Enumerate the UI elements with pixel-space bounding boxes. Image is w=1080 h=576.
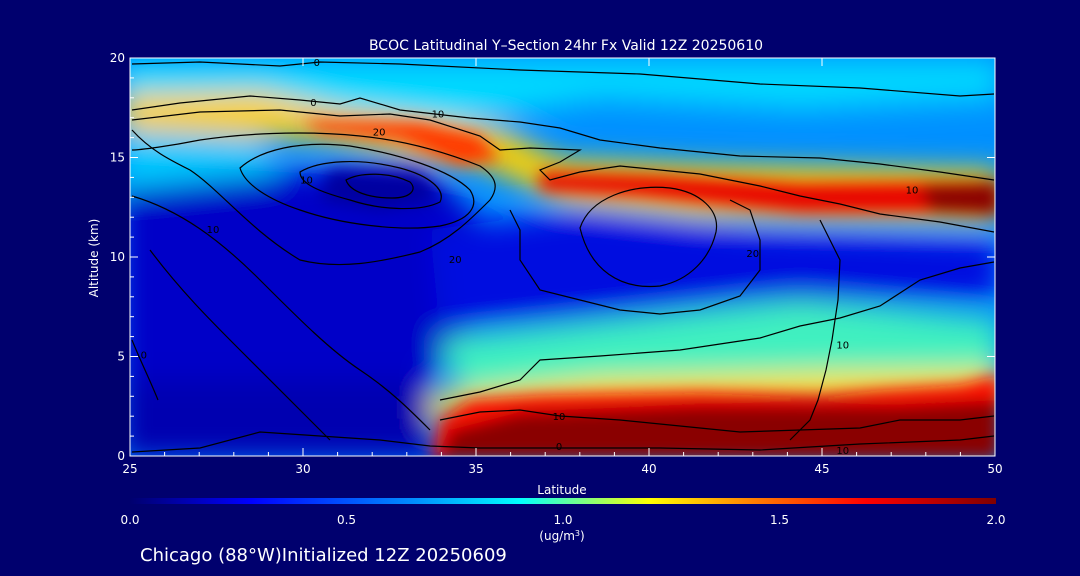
contour-top-0 xyxy=(131,61,995,97)
contour-label: 10 xyxy=(207,225,220,236)
contour-left-diagonal xyxy=(131,195,431,431)
contour-label: 0 xyxy=(314,58,320,69)
y-axis-label: Altitude (km) xyxy=(87,219,101,298)
field-lower-dark-red xyxy=(441,400,995,456)
contour-label: 0 xyxy=(556,442,562,453)
contour-bottom-0 xyxy=(131,431,995,453)
contour-ring-middle xyxy=(239,143,475,229)
y-axis: 0 5 10 15 20 xyxy=(110,51,995,463)
colorbar-tick-label: 1.5 xyxy=(770,513,789,527)
contour-ring-inner xyxy=(299,161,442,210)
x-tick-label: 40 xyxy=(641,462,656,476)
y-tick-label: 15 xyxy=(110,151,125,165)
x-tick-label: 50 xyxy=(987,462,1002,476)
x-tick-label: 35 xyxy=(468,462,483,476)
colorbar-bar xyxy=(130,498,996,504)
field-upper-dark-red xyxy=(920,182,995,215)
colorbar-ticks: 0.0 0.5 1.0 1.5 2.0 xyxy=(120,513,1005,527)
contour-right-ring xyxy=(579,186,718,288)
x-tick-label: 25 xyxy=(122,462,137,476)
y-tick-label: 5 xyxy=(117,350,125,364)
x-tick-label: 30 xyxy=(295,462,310,476)
y-tick-label: 0 xyxy=(117,449,125,463)
field-upper-red-right xyxy=(540,172,995,212)
contour-labels: 0 0 10 20 10 10 20 20 10 10 10 0 10 0 xyxy=(141,58,919,457)
chart-title: BCOC Latitudinal Y–Section 24hr Fx Valid… xyxy=(369,38,763,54)
colorbar-tick-label: 0.0 xyxy=(120,513,139,527)
colorbar-unit-label: (ug/m3) xyxy=(539,529,584,544)
contour-left-diagonal-2 xyxy=(149,249,331,441)
colorbar-tick-label: 1.0 xyxy=(553,513,572,527)
contour-label: 20 xyxy=(746,249,759,260)
contour-label: 20 xyxy=(373,128,386,139)
x-axis: 25 30 35 40 45 50 xyxy=(122,58,1003,476)
contour-label: 10 xyxy=(906,185,919,196)
x-axis-label: Latitude xyxy=(537,483,586,497)
contour-label: 0 xyxy=(141,351,147,362)
contour-upper-0 xyxy=(131,95,995,181)
field-upper-red-left xyxy=(300,120,500,165)
colorbar-unit-close: ) xyxy=(580,529,585,543)
contour-bottom-left-0 xyxy=(131,339,159,401)
contour-label: 10 xyxy=(300,175,313,186)
contour-bottom-10 xyxy=(439,409,995,433)
contour-label: 10 xyxy=(836,446,849,457)
contour-ring-outer xyxy=(131,129,496,266)
footer-location-text: Chicago (88°W)Initialized 12Z 20250609 xyxy=(140,545,507,566)
contour-label: 10 xyxy=(432,110,445,121)
contour-ring-core xyxy=(345,173,414,199)
field-bottom-left-blue xyxy=(130,380,439,456)
colorbar-unit-open: (ug/m xyxy=(539,529,575,543)
x-tick-label: 45 xyxy=(814,462,829,476)
contour-lines xyxy=(131,61,995,453)
colorbar-unit-sup: 3 xyxy=(575,529,580,538)
contour-right-10 xyxy=(789,219,841,441)
contour-label: 0 xyxy=(310,98,316,109)
contour-middle-10 xyxy=(439,261,995,401)
contour-label: 10 xyxy=(836,341,849,352)
y-tick-label: 10 xyxy=(110,250,125,264)
plot-area xyxy=(130,58,995,456)
field-middle-green xyxy=(440,300,995,390)
colorbar-tick-label: 2.0 xyxy=(986,513,1005,527)
field-central-blue xyxy=(430,210,995,330)
contour-label: 20 xyxy=(449,255,462,266)
colorbar-tick-label: 0.5 xyxy=(337,513,356,527)
y-tick-label: 20 xyxy=(110,51,125,65)
contour-right-outer xyxy=(509,199,761,315)
colorbar: 0.0 0.5 1.0 1.5 2.0 (ug/m3) xyxy=(120,498,1006,544)
contour-label: 10 xyxy=(553,412,566,423)
contour-upper-10 xyxy=(131,109,995,233)
